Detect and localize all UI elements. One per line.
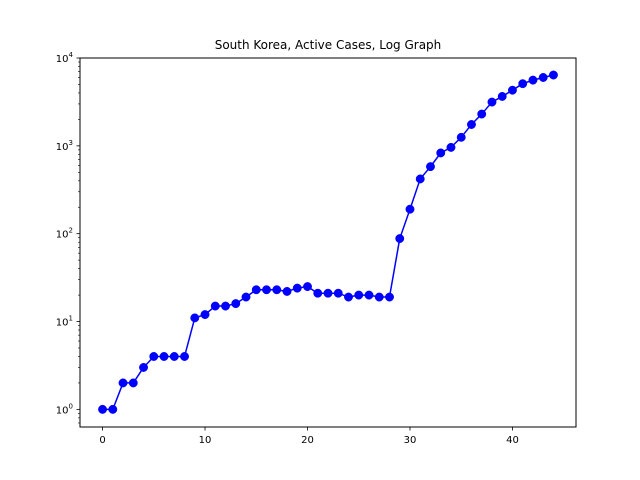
- data-point: [221, 301, 230, 311]
- data-point: [333, 288, 343, 298]
- y-tick-label: 103: [56, 139, 73, 153]
- data-point: [415, 174, 425, 184]
- data-point: [108, 404, 118, 414]
- data-point: [436, 148, 446, 158]
- data-point: [200, 310, 210, 320]
- data-point: [313, 288, 323, 298]
- data-point: [354, 290, 364, 300]
- data-point: [251, 285, 261, 295]
- data-point: [405, 204, 415, 214]
- data-point: [446, 142, 456, 152]
- data-point: [344, 292, 353, 302]
- data-point: [118, 378, 128, 388]
- data-point: [272, 285, 282, 295]
- x-tick-label: 20: [301, 435, 314, 446]
- plot-frame: [79, 57, 577, 428]
- series-layer: [98, 70, 558, 414]
- data-point: [508, 85, 517, 95]
- data-point: [159, 352, 169, 361]
- x-tick-label: 0: [99, 435, 105, 446]
- data-point: [149, 352, 159, 361]
- data-point: [374, 292, 384, 302]
- data-point: [210, 301, 220, 311]
- data-point: [323, 288, 333, 298]
- x-tick-label: 10: [199, 435, 212, 446]
- data-point: [518, 79, 528, 89]
- data-point: [487, 97, 497, 107]
- data-point: [467, 120, 476, 129]
- data-point: [190, 313, 200, 323]
- data-point: [241, 292, 251, 302]
- data-point: [169, 352, 179, 361]
- y-tick-label: 100: [56, 402, 73, 416]
- data-point: [477, 109, 487, 119]
- y-tick-label: 101: [56, 315, 73, 329]
- y-tick-label: 102: [56, 227, 73, 241]
- data-point: [282, 287, 292, 296]
- data-point: [364, 290, 374, 300]
- data-point: [549, 70, 558, 80]
- data-point: [395, 234, 405, 244]
- data-point: [180, 352, 189, 361]
- y-tick-label: 104: [56, 51, 74, 65]
- data-point: [303, 282, 312, 292]
- data-point: [538, 73, 548, 82]
- data-point: [262, 285, 271, 295]
- x-tick-label: 30: [404, 435, 417, 446]
- data-point: [128, 378, 138, 388]
- chart-title: South Korea, Active Cases, Log Graph: [215, 38, 442, 52]
- data-point: [385, 292, 394, 302]
- data-point: [98, 404, 107, 414]
- data-point: [139, 363, 148, 372]
- data-point: [497, 91, 507, 101]
- x-tick-label: 40: [506, 435, 519, 446]
- data-point: [528, 75, 538, 85]
- data-point: [456, 132, 466, 142]
- data-point: [426, 162, 435, 172]
- data-point: [231, 299, 241, 309]
- data-point: [292, 283, 302, 293]
